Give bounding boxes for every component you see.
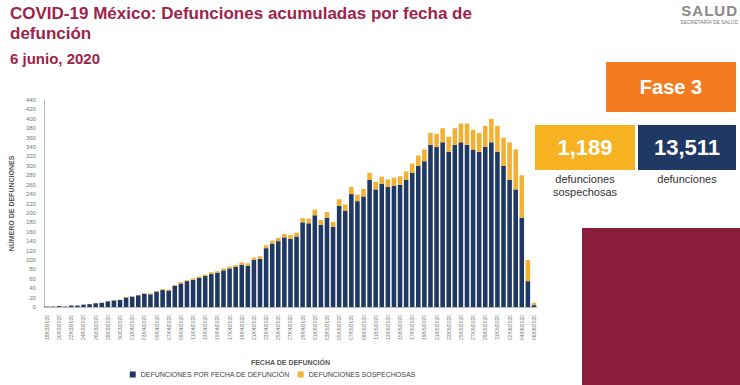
svg-text:25/04/2020: 25/04/2020 bbox=[275, 315, 281, 340]
svg-text:240: 240 bbox=[26, 191, 37, 197]
svg-text:23/04/2020: 23/04/2020 bbox=[263, 315, 269, 340]
html-text:Fase 3: Fase 3 bbox=[639, 75, 703, 98]
svg-text:27/05/2020: 27/05/2020 bbox=[470, 315, 476, 340]
svg-text:07/05/2020: 07/05/2020 bbox=[348, 315, 354, 340]
svg-text:03/05/2020: 03/05/2020 bbox=[324, 315, 330, 340]
svg-text:FECHA DE DEFUNCIÓN: FECHA DE DEFUNCIÓN bbox=[251, 358, 330, 366]
svg-text:07/04/2020: 07/04/2020 bbox=[166, 315, 172, 340]
svg-text:05/05/2020: 05/05/2020 bbox=[336, 315, 342, 340]
svg-text:420: 420 bbox=[26, 106, 37, 112]
svg-text:20: 20 bbox=[29, 295, 36, 301]
html-text:1,189: 1,189 bbox=[557, 134, 613, 160]
svg-text:300: 300 bbox=[26, 163, 37, 169]
svg-text:40: 40 bbox=[29, 285, 36, 291]
svg-text:05/04/2020: 05/04/2020 bbox=[154, 315, 160, 340]
svg-text:13/04/2020: 13/04/2020 bbox=[202, 315, 208, 340]
html-text:6 junio, 2020: 6 junio, 2020 bbox=[10, 50, 100, 67]
html-text:COVID-19 México: Defunciones a: COVID-19 México: Defunciones acumuladas … bbox=[10, 4, 472, 43]
svg-text:29/04/2020: 29/04/2020 bbox=[300, 315, 306, 340]
svg-text:04/06/2020: 04/06/2020 bbox=[519, 315, 525, 340]
svg-text:27/04/2020: 27/04/2020 bbox=[287, 315, 293, 340]
svg-text:DEFUNCIONES SOSPECHOSAS: DEFUNCIONES SOSPECHOSAS bbox=[309, 371, 416, 378]
svg-text:DEFUNCIONES POR FECHA DE DEFUN: DEFUNCIONES POR FECHA DE DEFUNCIÓN bbox=[141, 370, 290, 378]
svg-text:15/05/2020: 15/05/2020 bbox=[397, 315, 403, 340]
svg-text:18/03/2020: 18/03/2020 bbox=[44, 315, 50, 340]
svg-text:17/04/2020: 17/04/2020 bbox=[227, 315, 233, 340]
svg-text:28/03/2020: 28/03/2020 bbox=[105, 315, 111, 340]
svg-text:180: 180 bbox=[26, 219, 37, 225]
svg-text:24/03/2020: 24/03/2020 bbox=[80, 315, 86, 340]
svg-text:09/05/2020: 09/05/2020 bbox=[361, 315, 367, 340]
html-text:defunciones: defunciones bbox=[657, 173, 717, 185]
svg-text:31/05/2020: 31/05/2020 bbox=[494, 315, 500, 340]
svg-text:03/04/2020: 03/04/2020 bbox=[141, 315, 147, 340]
svg-text:160: 160 bbox=[26, 229, 37, 235]
svg-text:25/05/2020: 25/05/2020 bbox=[458, 315, 464, 340]
svg-text:11/05/2020: 11/05/2020 bbox=[373, 315, 379, 340]
svg-text:02/06/2020: 02/06/2020 bbox=[507, 315, 513, 340]
svg-text:17/05/2020: 17/05/2020 bbox=[409, 315, 415, 340]
svg-text:09/04/2020: 09/04/2020 bbox=[178, 315, 184, 340]
svg-text:340: 340 bbox=[26, 144, 37, 150]
svg-text:320: 320 bbox=[26, 153, 37, 159]
svg-text:30/03/2020: 30/03/2020 bbox=[117, 315, 123, 340]
svg-text:11/04/2020: 11/04/2020 bbox=[190, 315, 196, 340]
svg-text:80: 80 bbox=[29, 266, 36, 272]
svg-text:100: 100 bbox=[26, 257, 37, 263]
svg-text:0: 0 bbox=[33, 304, 37, 310]
svg-text:280: 280 bbox=[26, 172, 37, 178]
svg-text:01/04/2020: 01/04/2020 bbox=[129, 315, 135, 340]
svg-text:26/03/2020: 26/03/2020 bbox=[93, 315, 99, 340]
svg-text:60: 60 bbox=[29, 276, 36, 282]
html-text:SECRETARÍA DE SALUD: SECRETARÍA DE SALUD bbox=[680, 19, 738, 25]
svg-text:19/04/2020: 19/04/2020 bbox=[239, 315, 245, 340]
svg-text:21/05/2020: 21/05/2020 bbox=[434, 315, 440, 340]
svg-text:200: 200 bbox=[26, 210, 37, 216]
svg-text:220: 220 bbox=[26, 201, 37, 207]
svg-text:440: 440 bbox=[26, 97, 37, 103]
svg-text:120: 120 bbox=[26, 248, 37, 254]
svg-text:21/04/2020: 21/04/2020 bbox=[251, 315, 257, 340]
html-text:SALUD: SALUD bbox=[681, 2, 738, 19]
svg-text:140: 140 bbox=[26, 238, 37, 244]
svg-text:22/03/2020: 22/03/2020 bbox=[68, 315, 74, 340]
svg-text:06/06/2020: 06/06/2020 bbox=[531, 315, 537, 340]
html-text:defunciones sospechosas: defunciones sospechosas bbox=[552, 173, 618, 198]
svg-text:19/05/2020: 19/05/2020 bbox=[421, 315, 427, 340]
svg-text:29/05/2020: 29/05/2020 bbox=[482, 315, 488, 340]
svg-text:23/05/2020: 23/05/2020 bbox=[446, 315, 452, 340]
svg-text:20/03/2020: 20/03/2020 bbox=[56, 315, 62, 340]
svg-text:01/05/2020: 01/05/2020 bbox=[312, 315, 318, 340]
svg-text:380: 380 bbox=[26, 125, 37, 131]
svg-text:360: 360 bbox=[26, 135, 37, 141]
html-text:13,511: 13,511 bbox=[654, 134, 720, 160]
svg-text:260: 260 bbox=[26, 182, 37, 188]
svg-text:400: 400 bbox=[26, 116, 37, 122]
svg-text:NÚMERO DE DEFUNCIONES: NÚMERO DE DEFUNCIONES bbox=[7, 155, 15, 251]
svg-text:15/04/2020: 15/04/2020 bbox=[214, 315, 220, 340]
svg-text:13/05/2020: 13/05/2020 bbox=[385, 315, 391, 340]
